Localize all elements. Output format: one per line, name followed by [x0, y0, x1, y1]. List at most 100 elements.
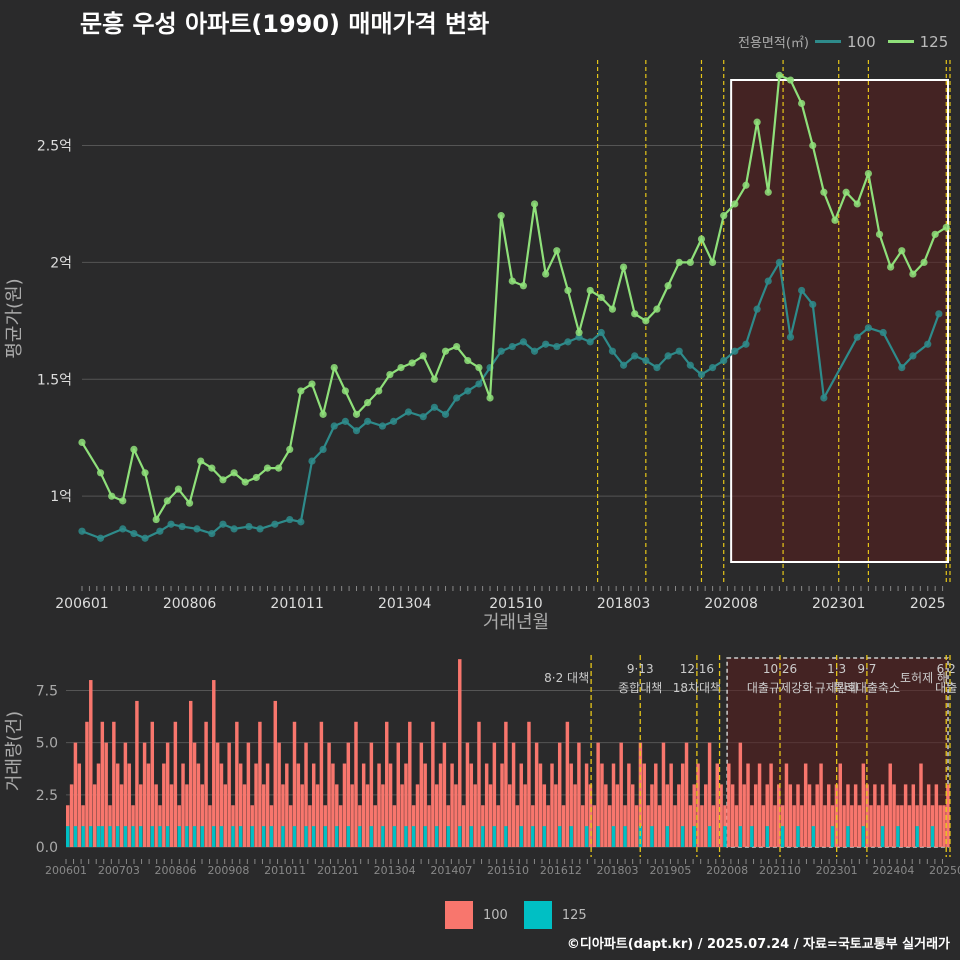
data-point-125 [898, 247, 906, 255]
bar-125 [930, 826, 935, 847]
bar-100 [715, 763, 720, 847]
bar-100 [800, 805, 804, 847]
bar-100 [842, 805, 846, 847]
bar-100 [792, 805, 796, 847]
bar-y-tick-label: 7.5 [36, 683, 58, 699]
bar-100 [104, 742, 108, 847]
bar-x-tick-label: 201201 [317, 864, 359, 877]
bar-125 [765, 826, 769, 847]
data-point-125 [519, 282, 528, 290]
bar-100 [734, 805, 739, 847]
bar-100 [438, 763, 443, 847]
bar-100 [242, 784, 247, 847]
bar-100 [365, 784, 370, 847]
bar-100 [615, 784, 620, 847]
data-point-100 [219, 520, 227, 528]
data-point-125 [185, 499, 194, 507]
x-tick-label: 202301 [812, 596, 865, 612]
bar-125 [830, 826, 835, 847]
bar-125 [611, 826, 616, 847]
bar-100 [684, 742, 689, 847]
bar-100 [327, 742, 331, 847]
bar-125 [212, 826, 216, 847]
bar-125 [750, 826, 754, 847]
data-point-125 [887, 263, 895, 271]
bar-100 [465, 742, 470, 847]
data-point-100 [404, 408, 413, 416]
bar-125 [796, 826, 800, 847]
y-axis-label: 평균가(원) [4, 278, 25, 358]
bar-x-tick-label: 201510 [487, 864, 529, 877]
bar-x-tick-label: 201011 [264, 864, 306, 877]
data-point-100 [697, 371, 706, 379]
bar-100 [761, 805, 766, 847]
bar-100 [884, 805, 889, 847]
bar-100 [381, 784, 385, 847]
bar-100 [519, 763, 523, 847]
bar-100 [665, 784, 670, 847]
bar-100 [627, 763, 631, 847]
bar-125 [100, 826, 105, 847]
data-point-125 [241, 478, 249, 486]
data-point-100 [453, 394, 461, 402]
bar-125 [411, 826, 416, 847]
data-point-100 [853, 333, 861, 341]
event-label-bottom: 특례대출축소 [834, 681, 900, 695]
bar-125 [219, 826, 224, 847]
data-point-100 [441, 410, 450, 418]
bar-100 [557, 742, 562, 847]
data-point-125 [875, 230, 884, 238]
bar-125 [231, 826, 235, 847]
bar-100 [423, 763, 427, 847]
bar-100 [604, 784, 608, 847]
bar-100 [869, 805, 873, 847]
data-point-100 [271, 520, 279, 528]
y-tick-label: 2.5억 [37, 139, 72, 155]
bar-100 [154, 784, 158, 847]
bar-100 [707, 742, 712, 847]
bar-125 [504, 826, 508, 847]
bar-100 [254, 763, 258, 847]
data-point-100 [508, 342, 516, 351]
data-point-100 [879, 328, 887, 337]
bar-100 [388, 763, 393, 847]
event-label-bottom: 대출 [935, 681, 957, 695]
data-point-100 [653, 363, 661, 372]
bar-100 [700, 805, 704, 847]
bar-100 [112, 721, 116, 847]
legend-bottom-label-125: 125 [561, 907, 587, 923]
bar-100 [926, 784, 931, 847]
bar-100 [454, 784, 458, 847]
legend-title: 전용면적(㎡) [738, 36, 809, 51]
bar-100 [461, 805, 466, 847]
data-point-100 [775, 258, 783, 266]
event-label-top: 9·7 [857, 662, 876, 676]
bar-125 [123, 826, 128, 847]
bar-125 [880, 826, 885, 847]
data-point-125 [319, 410, 327, 418]
x-tick-label: 202008 [704, 596, 757, 612]
event-label: 토허제 해 [900, 671, 948, 685]
bar-100 [335, 784, 339, 847]
bar-100 [415, 784, 420, 847]
bar-100 [146, 763, 151, 847]
bar-100 [773, 805, 777, 847]
bar-100 [527, 721, 531, 847]
data-point-100 [178, 522, 186, 531]
x-tick-label: 2025 [910, 596, 946, 612]
data-point-100 [78, 527, 86, 535]
data-point-100 [742, 340, 750, 348]
bar-100 [634, 805, 639, 847]
bar-x-tick-label: 201612 [540, 864, 582, 877]
y-tick-label: 2억 [50, 255, 72, 271]
data-point-100 [475, 380, 483, 388]
bar-100 [331, 763, 335, 847]
bar-125 [861, 826, 866, 847]
data-point-125 [697, 235, 706, 243]
bar-100 [69, 784, 74, 847]
data-point-100 [798, 286, 806, 295]
bar-125 [404, 826, 408, 847]
bar-100 [946, 784, 950, 847]
bar-100 [646, 805, 650, 847]
bar-100 [803, 763, 808, 847]
